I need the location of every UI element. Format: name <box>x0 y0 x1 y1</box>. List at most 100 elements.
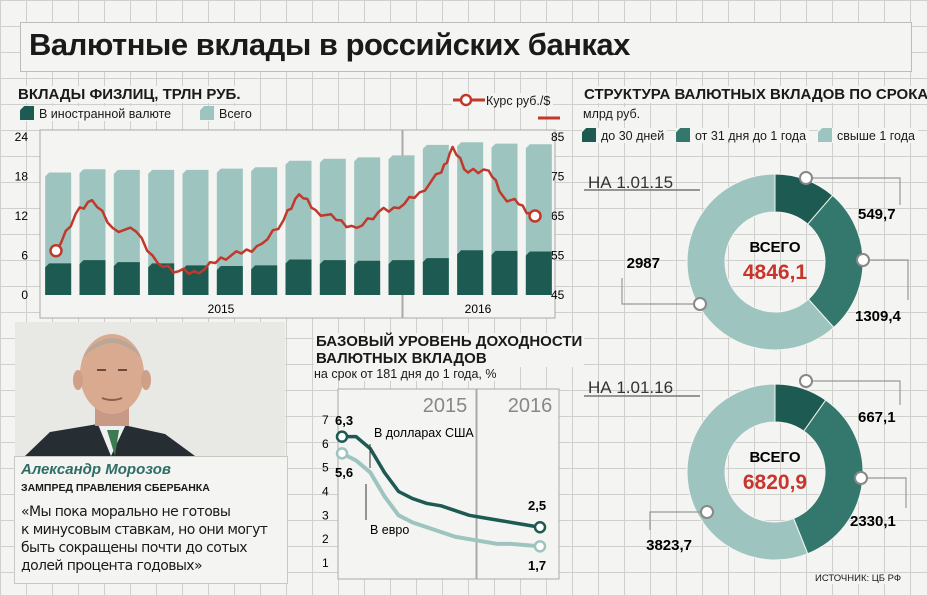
donut-date-2016: НА 1.01.16 <box>588 378 673 397</box>
donut-total-label: ВСЕГО <box>749 239 800 256</box>
structure-header: СТРУКТУРА ВАЛЮТНЫХ ВКЛАДОВ ПО СРОКАМ <box>582 86 927 103</box>
bar-foreign <box>388 260 415 295</box>
eur-end-value: 1,7 <box>528 558 546 573</box>
quote-line: к минусовым ставкам, но они могут <box>21 522 268 538</box>
legend-short-swatch <box>582 128 596 142</box>
portrait-photo <box>15 322 285 456</box>
rate-legend-arrow <box>538 116 560 120</box>
bar-foreign <box>45 263 72 295</box>
bar-foreign <box>251 265 278 295</box>
yield-tick-label: 2 <box>322 532 329 546</box>
legend-short-label: до 30 дней <box>601 129 665 143</box>
yield-subheader: на срок от 181 дня до 1 года, % <box>314 367 500 381</box>
structure-legend-long: свыше 1 года <box>818 128 918 143</box>
person-name: Александр Морозов <box>21 461 171 478</box>
left-tick-label: 18 <box>15 170 29 184</box>
right-tick-label: 75 <box>551 170 565 184</box>
yield-frame-2015 <box>337 388 477 580</box>
quote-box: Александр Морозов ЗАМПРЕД ПРАВЛЕНИЯ СБЕР… <box>14 456 288 584</box>
right-tick-label: 85 <box>551 130 565 144</box>
bar-foreign <box>79 260 106 295</box>
slice-value-label: 2330,1 <box>850 513 896 530</box>
usd-yield-line <box>342 434 541 529</box>
slice-value-label: 2987 <box>627 255 660 272</box>
deposits-header: ВКЛАДЫ ФИЗЛИЦ, ТРЛН РУБ. <box>16 86 243 103</box>
title-banner: Валютные вклады в российских банках <box>20 22 912 72</box>
slice-marker <box>799 374 813 388</box>
quote-line: «Мы пока морально не готовы <box>21 504 231 520</box>
slice-mid <box>806 194 864 329</box>
source-note: ИСТОЧНИК: ЦБ РФ <box>815 573 902 584</box>
donut-total-label: ВСЕГО <box>749 449 800 466</box>
left-tick-label: 24 <box>15 130 29 144</box>
bar-total <box>354 157 381 295</box>
legend-mid-label: от 31 дня до 1 года <box>695 129 807 143</box>
bar-foreign <box>113 262 140 295</box>
slice-marker <box>854 471 868 485</box>
slice-value-label: 3823,7 <box>646 537 692 554</box>
bar-total <box>182 169 209 295</box>
eur-end-point <box>533 540 547 553</box>
left-tick-label: 0 <box>21 288 28 302</box>
slice-value-label: 549,7 <box>858 206 896 223</box>
usd-end-value: 2,5 <box>528 498 546 513</box>
eur-start-point <box>335 447 349 460</box>
legend-rate-label: Курс руб./$ <box>486 94 551 108</box>
leader-line <box>621 278 700 305</box>
bar-foreign <box>354 260 381 295</box>
bar-foreign <box>285 259 312 295</box>
legend-foreign-swatch <box>20 106 34 120</box>
year-label-2016: 2016 <box>465 302 492 316</box>
slice-long <box>686 173 835 351</box>
right-tick-label: 45 <box>551 288 565 302</box>
year-label-2015: 2015 <box>208 302 235 316</box>
legend-foreign-label: В иностранной валюте <box>39 107 172 121</box>
yield-tick-label: 3 <box>322 508 329 522</box>
person-position: ЗАМПРЕД ПРАВЛЕНИЯ СБЕРБАНКА <box>21 482 210 494</box>
yield-tick-label: 4 <box>322 485 329 499</box>
page-title: Валютные вклады в российских банках <box>29 27 630 62</box>
bar-foreign <box>319 260 346 295</box>
legend-total-swatch <box>200 106 214 120</box>
leader-line <box>649 511 707 530</box>
bar-foreign <box>148 263 175 295</box>
legend-long-swatch <box>818 128 832 142</box>
slice-marker <box>856 253 870 267</box>
slice-marker <box>700 505 714 519</box>
right-tick-label: 65 <box>551 209 565 223</box>
yield-frame-2016 <box>476 388 560 580</box>
leader-line <box>863 259 909 300</box>
eur-label: В евро <box>370 523 409 537</box>
legend-total: Всего <box>200 106 255 121</box>
bar-foreign <box>491 250 518 295</box>
bar-total <box>251 167 278 295</box>
slice-long <box>686 383 809 561</box>
slice-value-label: 1309,4 <box>855 308 902 325</box>
eur-yield-line <box>341 451 541 549</box>
usd-label: В долларах США <box>374 426 474 440</box>
donut-date-2015: НА 1.01.15 <box>588 173 673 192</box>
slice-marker <box>799 171 813 185</box>
leader-line <box>806 380 901 405</box>
yield-header-line2: ВАЛЮТНЫХ ВКЛАДОВ <box>316 350 487 367</box>
leader-line <box>806 177 901 205</box>
rate-end-point <box>528 209 542 223</box>
rate-line <box>54 145 536 276</box>
usd-start-value: 6,3 <box>335 413 353 428</box>
yield-tick-label: 7 <box>322 413 329 427</box>
yield-header-line1: БАЗОВЫЙ УРОВЕНЬ ДОХОДНОСТИ <box>316 333 583 350</box>
yield-header: БАЗОВЫЙ УРОВЕНЬ ДОХОДНОСТИ ВАЛЮТНЫХ ВКЛА… <box>314 333 585 367</box>
yield-tick-label: 6 <box>322 437 329 451</box>
leader-line <box>861 477 907 508</box>
legend-long-label: свыше 1 года <box>837 129 915 143</box>
legend-rate: Курс руб./$ <box>452 93 554 108</box>
structure-legend-short: до 30 дней <box>582 128 668 143</box>
slice-marker <box>693 297 707 311</box>
usd-start-point <box>335 430 349 443</box>
left-tick-label: 6 <box>21 249 28 263</box>
bar-foreign <box>525 251 552 295</box>
usd-end-point <box>533 521 547 534</box>
bar-foreign <box>216 266 243 295</box>
